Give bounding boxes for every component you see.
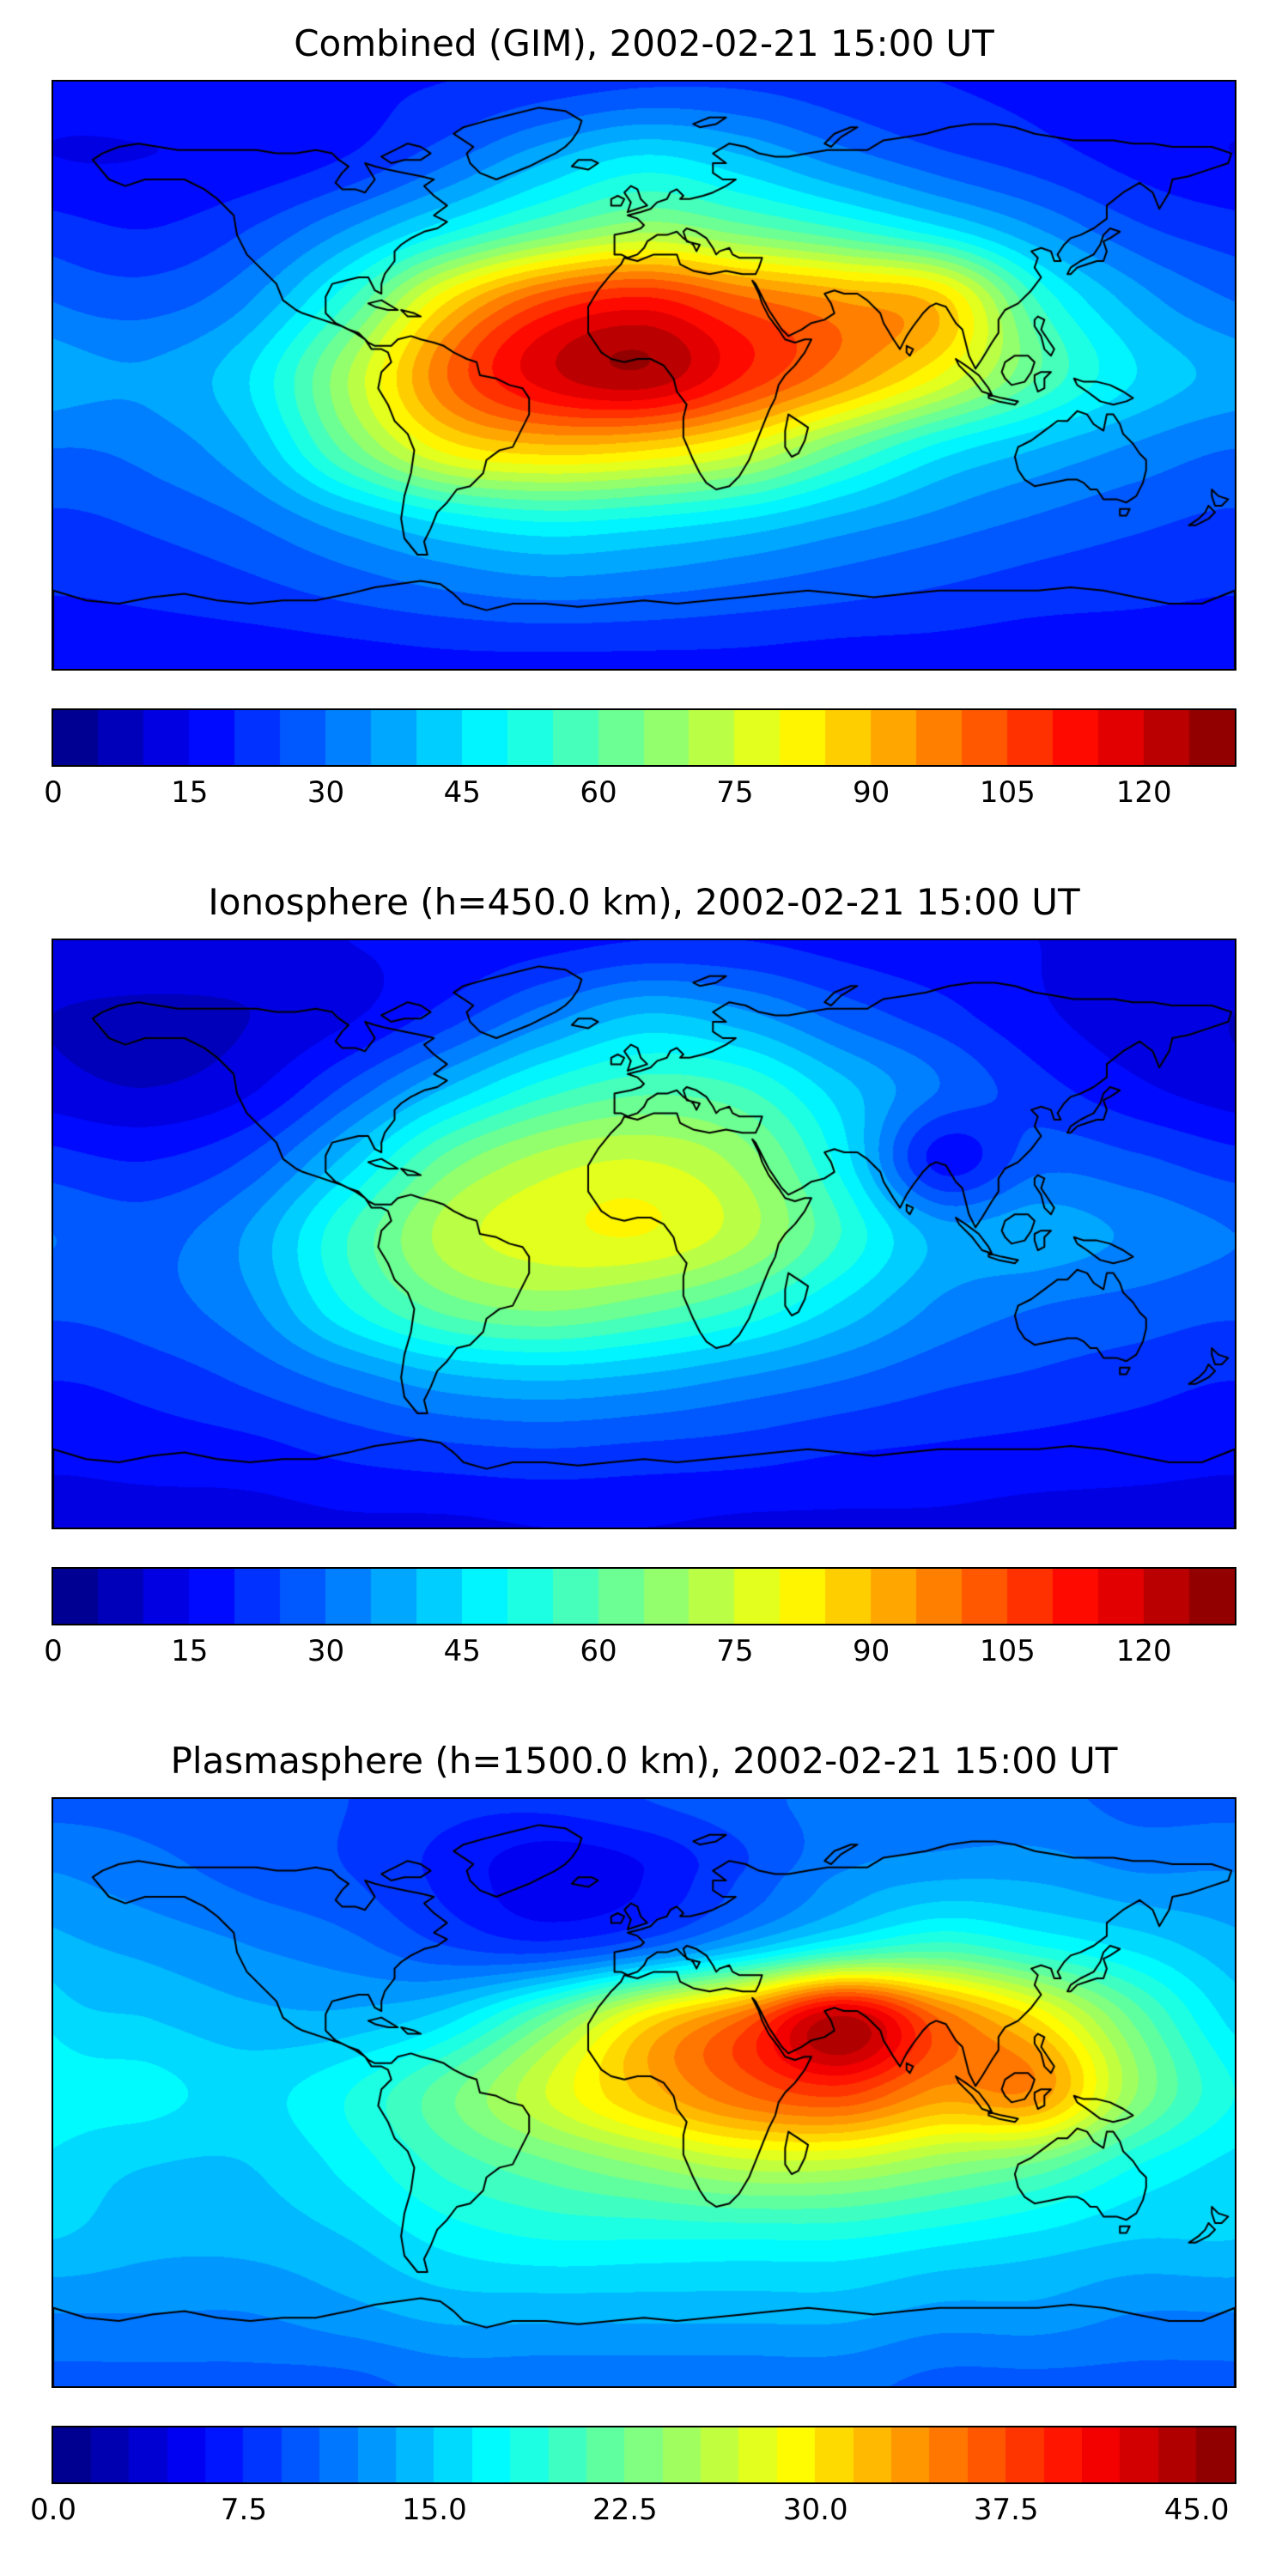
colorbar-tick-label: 0 — [44, 775, 63, 810]
heatmap-canvas-combined — [53, 82, 1235, 669]
colorbar-canvas-plasmasphere — [53, 2427, 1235, 2482]
colorbar-tick-label: 0 — [44, 1634, 63, 1668]
colorbar-canvas-combined — [53, 710, 1235, 765]
colorbar-tick-label: 30.0 — [782, 2493, 848, 2527]
colorbar-tick-label: 105 — [979, 1634, 1036, 1668]
colorbar-tick-label: 75 — [716, 775, 754, 810]
colorbar-tick-label: 90 — [852, 1634, 890, 1668]
panel-combined: Combined (GIM), 2002-02-21 15:00 UT 0 15 3… — [0, 0, 1288, 859]
chart-title-plasmasphere: Plasmasphere (h=1500.0 km), 2002-02-21 1… — [170, 1740, 1118, 1782]
panel-ionosphere: Ionosphere (h=450.0 km), 2002-02-21 15:0… — [0, 859, 1288, 1717]
colorbar-ticks-ionosphere: 0 15 30 45 60 75 90 105 120 — [44, 1632, 1235, 1674]
colorbar-tick-label: 120 — [1115, 775, 1172, 810]
world-map-combined — [52, 80, 1236, 671]
colorbar-ionosphere — [52, 1567, 1236, 1625]
chart-title-combined: Combined (GIM), 2002-02-21 15:00 UT — [294, 22, 994, 64]
colorbar-tick-label: 0.0 — [29, 2493, 77, 2527]
panel-plasmasphere: Plasmasphere (h=1500.0 km), 2002-02-21 1… — [0, 1717, 1288, 2576]
heatmap-canvas-plasmasphere — [53, 1799, 1235, 2386]
colorbar-tick-label: 45.0 — [1163, 2493, 1230, 2527]
colorbar-tick-label: 15.0 — [402, 2493, 467, 2527]
heatmap-canvas-ionosphere — [53, 940, 1235, 1528]
colorbar-ticks-plasmasphere: 0.0 7.5 15.0 22.5 30.0 37.5 45.0 — [30, 2491, 1235, 2532]
colorbar-tick-label: 60 — [580, 775, 617, 810]
colorbar-combined — [52, 708, 1236, 767]
colorbar-tick-label: 22.5 — [592, 2493, 658, 2527]
colorbar-tick-label: 105 — [979, 775, 1036, 810]
colorbar-tick-label: 7.5 — [220, 2493, 267, 2527]
colorbar-tick-label: 15 — [171, 775, 209, 810]
colorbar-tick-label: 30 — [307, 1634, 345, 1668]
colorbar-tick-label: 90 — [852, 775, 890, 810]
world-map-ionosphere — [52, 939, 1236, 1529]
colorbar-tick-label: 15 — [171, 1634, 209, 1668]
colorbar-ticks-combined: 0 15 30 45 60 75 90 105 120 — [44, 774, 1235, 815]
world-map-plasmasphere — [52, 1797, 1236, 2388]
colorbar-tick-label: 75 — [716, 1634, 754, 1668]
colorbar-tick-label: 30 — [307, 775, 345, 810]
colorbar-canvas-ionosphere — [53, 1569, 1235, 1624]
chart-title-ionosphere: Ionosphere (h=450.0 km), 2002-02-21 15:0… — [208, 881, 1080, 923]
colorbar-tick-label: 37.5 — [973, 2493, 1039, 2527]
colorbar-tick-label: 45 — [443, 775, 481, 810]
colorbar-tick-label: 45 — [443, 1634, 481, 1668]
colorbar-tick-label: 60 — [580, 1634, 617, 1668]
colorbar-plasmasphere — [52, 2426, 1236, 2484]
colorbar-tick-label: 120 — [1115, 1634, 1172, 1668]
